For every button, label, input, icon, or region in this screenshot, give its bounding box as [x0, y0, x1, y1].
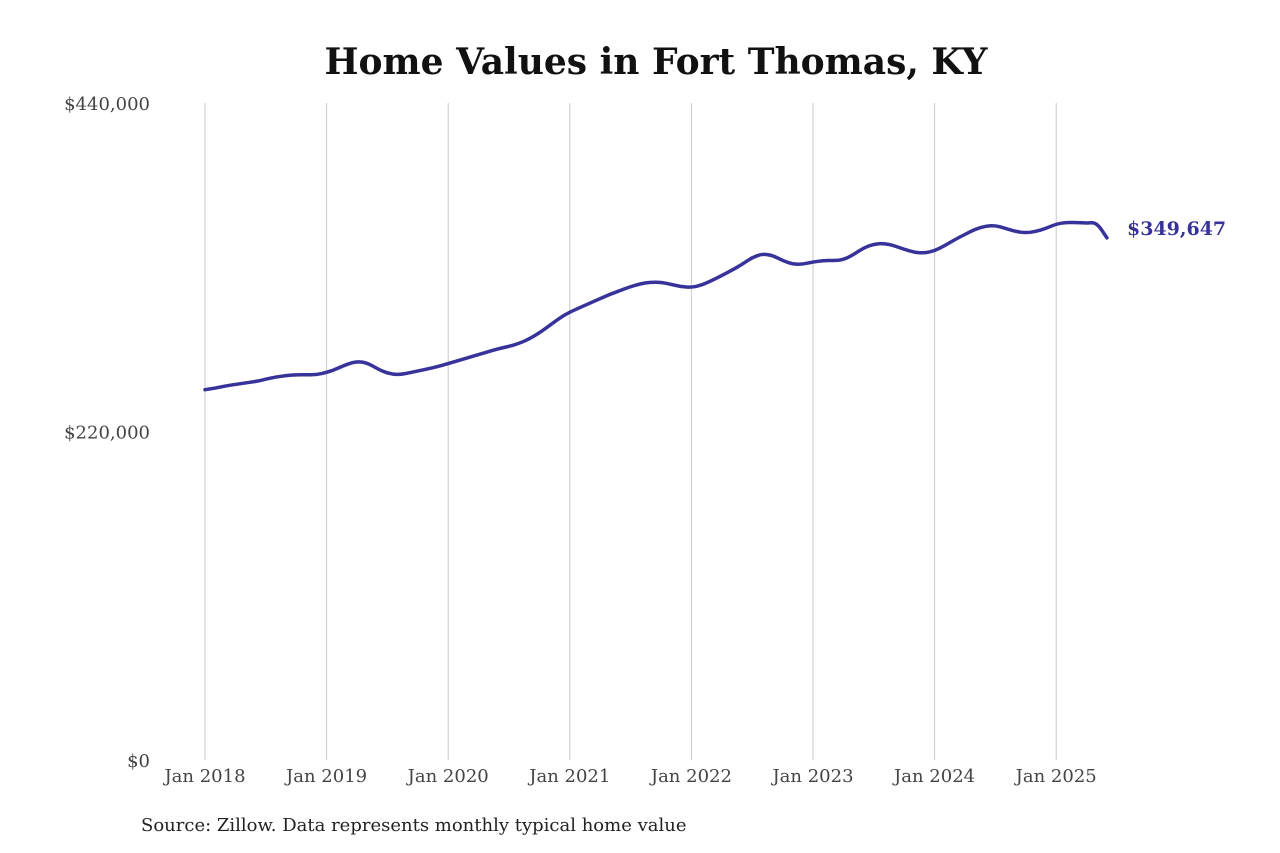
y-tick-label: $0: [127, 751, 150, 772]
x-axis-ticks: Jan 2018 Jan 2019 Jan 2020 Jan 2021 Jan 2022…: [162, 766, 1096, 787]
gridlines: [204, 103, 1057, 760]
x-tick-label: Jan 2022: [649, 766, 732, 787]
x-tick-label: Jan 2020: [406, 766, 489, 787]
series-line: [203, 220, 1109, 392]
x-tick-label: Jan 2023: [770, 766, 853, 787]
y-axis-ticks: $0 $220,000 $440,000: [64, 94, 150, 772]
x-tick-label: Jan 2021: [527, 766, 610, 787]
y-tick-label: $440,000: [64, 94, 150, 115]
x-tick-label: Jan 2024: [892, 766, 975, 787]
x-tick-label: Jan 2025: [1014, 766, 1097, 787]
end-value-label: $349,647: [1127, 218, 1226, 240]
chart-title: Home Values in Fort Thomas, KY: [325, 41, 989, 83]
x-tick-label: Jan 2018: [162, 766, 245, 787]
source-note: Source: Zillow. Data represents monthly …: [141, 815, 687, 836]
x-tick-label: Jan 2019: [284, 766, 367, 787]
y-tick-label: $220,000: [64, 423, 150, 444]
